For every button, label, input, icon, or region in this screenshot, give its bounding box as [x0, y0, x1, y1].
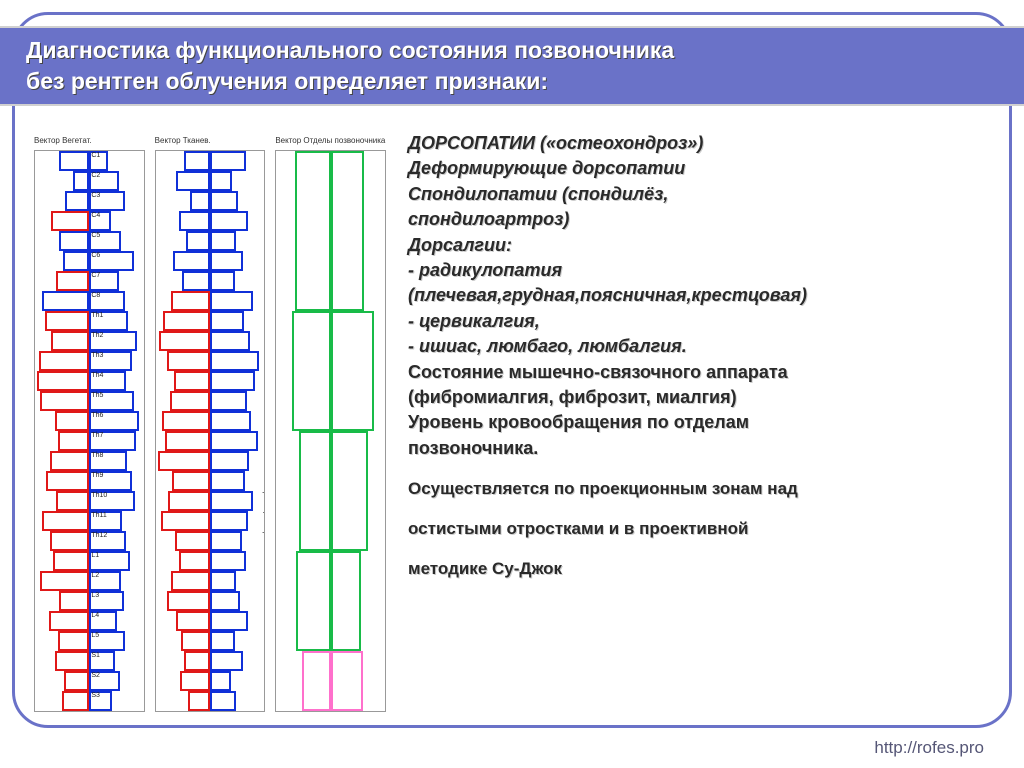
spine-row: C7 [35, 271, 144, 291]
diag-line: - ишиас, люмбаго, люмбалгия. [408, 335, 994, 358]
spine-row: Th6 [156, 411, 265, 431]
spine-row: Th12 [35, 531, 144, 551]
spine-row: Th1 [156, 311, 265, 331]
spine-row: Th8 [35, 451, 144, 471]
spine-row: C5 [35, 231, 144, 251]
chart-title-1: Вектор Вегетат. [34, 136, 145, 150]
spine-row: Th2 [156, 331, 265, 351]
spine-row: Th7 [35, 431, 144, 451]
spine-row: L3 [156, 591, 265, 611]
chart-title-3: Вектор Отделы позвоночника [275, 136, 386, 150]
spine-row: S3 [35, 691, 144, 711]
spine-row: L4 [156, 611, 265, 631]
diag-line: - цервикалгия, [408, 310, 994, 333]
diag-note: методике Су-Джок [408, 558, 994, 580]
spine-row: Th5 [35, 391, 144, 411]
spine-row: Th11 [35, 511, 144, 531]
spine-section [276, 431, 385, 551]
spine-row: Th9 [35, 471, 144, 491]
spine-row: L1 [156, 551, 265, 571]
diag-note: остистыми отростками и в проективной [408, 518, 994, 540]
spine-row: C4 [35, 211, 144, 231]
diag-line: Деформирующие дорсопатии [408, 157, 994, 180]
footer-url: http://rofes.pro [874, 738, 984, 758]
spine-charts: Вектор Вегетат. C1C2C3C4C5C6C7C8Th1Th2Th… [30, 130, 390, 718]
diag-line: Состояние мышечно-связочного аппарата [408, 361, 994, 384]
chart-col-2: Вектор Тканев. C1C2C3C4C5C6C7C8Th1Th2Th3… [155, 136, 266, 712]
spine-row: C3 [35, 191, 144, 211]
spine-row: Th12 [156, 531, 265, 551]
spine-row: S3 [156, 691, 265, 711]
spine-row: C3 [156, 191, 265, 211]
spine-row: S1 [156, 651, 265, 671]
spine-section [276, 651, 385, 711]
spine-row: Th4 [35, 371, 144, 391]
spine-row: C8 [156, 291, 265, 311]
spine-row: C1 [35, 151, 144, 171]
spine-row: C6 [156, 251, 265, 271]
diag-line: спондилоартроз) [408, 208, 994, 231]
spine-row: C2 [35, 171, 144, 191]
spine-section [276, 551, 385, 651]
spine-row: L1 [35, 551, 144, 571]
spine-row: L2 [156, 571, 265, 591]
text-column: ДОРСОПАТИИ («остеохондроз») Деформирующи… [390, 130, 994, 718]
chart-body-2: C1C2C3C4C5C6C7C8Th1Th2Th3Th4Th5Th6Th7Th8… [155, 150, 266, 712]
spine-row: L2 [35, 571, 144, 591]
diag-line: ДОРСОПАТИИ («остеохондроз») [408, 132, 994, 155]
chart-body-3 [275, 150, 386, 712]
diag-note: Осуществляется по проекционным зонам над [408, 478, 994, 500]
spine-section [276, 311, 385, 431]
spine-row: S2 [156, 671, 265, 691]
diag-line: Дорсалгии: [408, 234, 994, 257]
spine-row: Th4 [156, 371, 265, 391]
spine-row: L5 [156, 631, 265, 651]
spine-row: Th5 [156, 391, 265, 411]
spine-row: Th9 [156, 471, 265, 491]
spine-row: C7 [156, 271, 265, 291]
spine-row: Th10 [156, 491, 265, 511]
spine-row: L4 [35, 611, 144, 631]
chart-title-2: Вектор Тканев. [155, 136, 266, 150]
spine-row: Th2 [35, 331, 144, 351]
spine-row: Th3 [35, 351, 144, 371]
spine-row: Th11 [156, 511, 265, 531]
slide-title: Диагностика функционального состояния по… [26, 35, 674, 97]
diag-line: (плечевая,грудная,поясничная,крестцовая) [408, 284, 994, 307]
diag-line: (фибромиалгия, фиброзит, миалгия) [408, 386, 994, 409]
diag-line: Уровень кровообращения по отделам [408, 411, 994, 434]
spine-row: Th6 [35, 411, 144, 431]
spine-row: C5 [156, 231, 265, 251]
slide-header: Диагностика функционального состояния по… [0, 26, 1024, 106]
chart-col-3: Вектор Отделы позвоночника [275, 136, 386, 712]
spine-row: Th1 [35, 311, 144, 331]
spine-row: S1 [35, 651, 144, 671]
diag-line: Спондилопатии (спондилёз, [408, 183, 994, 206]
diag-line: - радикулопатия [408, 259, 994, 282]
chart-col-1: Вектор Вегетат. C1C2C3C4C5C6C7C8Th1Th2Th… [34, 136, 145, 712]
spine-row: C8 [35, 291, 144, 311]
spine-row: C1 [156, 151, 265, 171]
diag-line: позвоночника. [408, 437, 994, 460]
spine-row: Th8 [156, 451, 265, 471]
spine-row: Th10 [35, 491, 144, 511]
spine-row: L5 [35, 631, 144, 651]
spine-section [276, 151, 385, 311]
chart-body-1: C1C2C3C4C5C6C7C8Th1Th2Th3Th4Th5Th6Th7Th8… [34, 150, 145, 712]
spine-row: Th3 [156, 351, 265, 371]
slide-content: Вектор Вегетат. C1C2C3C4C5C6C7C8Th1Th2Th… [30, 130, 994, 718]
spine-row: S2 [35, 671, 144, 691]
spine-row: L3 [35, 591, 144, 611]
spine-row: Th7 [156, 431, 265, 451]
spine-row: C2 [156, 171, 265, 191]
spine-row: C6 [35, 251, 144, 271]
spine-row: C4 [156, 211, 265, 231]
